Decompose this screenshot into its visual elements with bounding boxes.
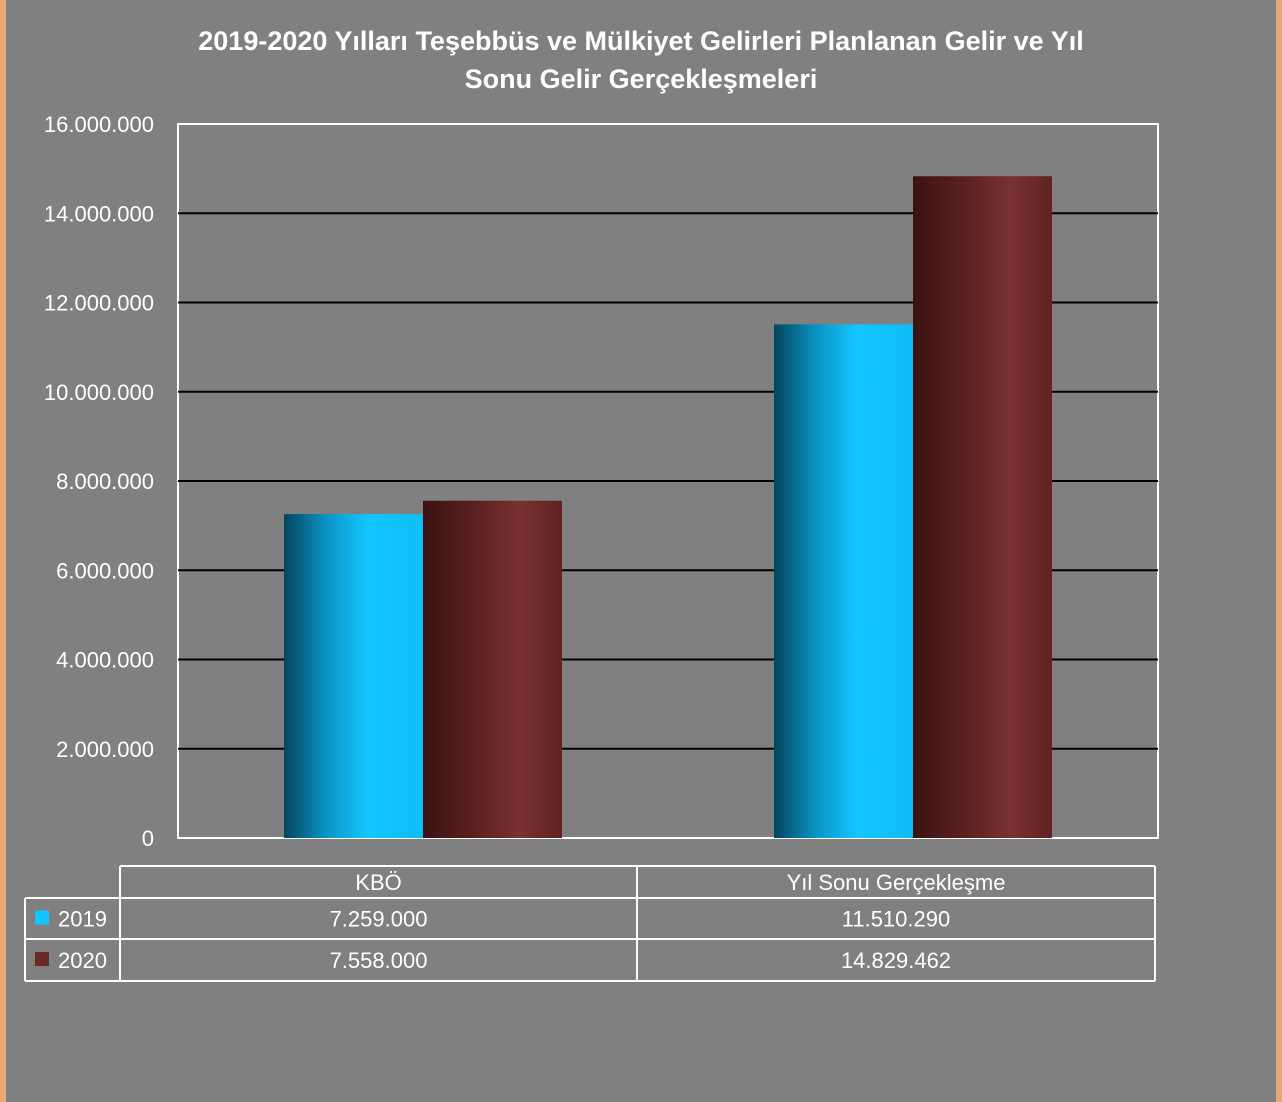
y-tick-label: 8.000.000 (56, 469, 154, 494)
y-tick-label: 6.000.000 (56, 558, 154, 583)
data-label: 7.259.000 (330, 907, 428, 932)
legend-label: 2020 (58, 948, 107, 973)
bar-2019-2 (774, 324, 913, 839)
legend-swatch-2019 (35, 910, 49, 925)
y-tick-label: 16.000.000 (44, 112, 154, 137)
y-tick-label: 10.000.000 (44, 380, 154, 405)
y-tick-label: 0 (142, 826, 154, 851)
bar-2020-1 (423, 500, 562, 838)
bar-2020-2 (913, 176, 1052, 839)
legend-swatch-2020 (35, 952, 49, 966)
y-tick-label: 4.000.000 (56, 648, 154, 673)
y-tick-label: 2.000.000 (56, 737, 154, 762)
y-tick-label: 14.000.000 (44, 201, 154, 226)
category-label: Yıl Sonu Gerçekleşme (787, 870, 1006, 895)
data-label: 7.558.000 (330, 948, 428, 973)
bar-2019-1 (284, 514, 423, 838)
chart-background (6, 0, 1276, 1102)
legend-label: 2019 (58, 907, 107, 932)
chart-title: 2019-2020 Yılları Teşebbüs ve Mülkiyet G… (198, 26, 1084, 94)
y-tick-label: 12.000.000 (44, 291, 154, 316)
category-label: KBÖ (355, 870, 401, 895)
data-label: 11.510.290 (842, 907, 950, 932)
data-label: 14.829.462 (841, 948, 951, 973)
